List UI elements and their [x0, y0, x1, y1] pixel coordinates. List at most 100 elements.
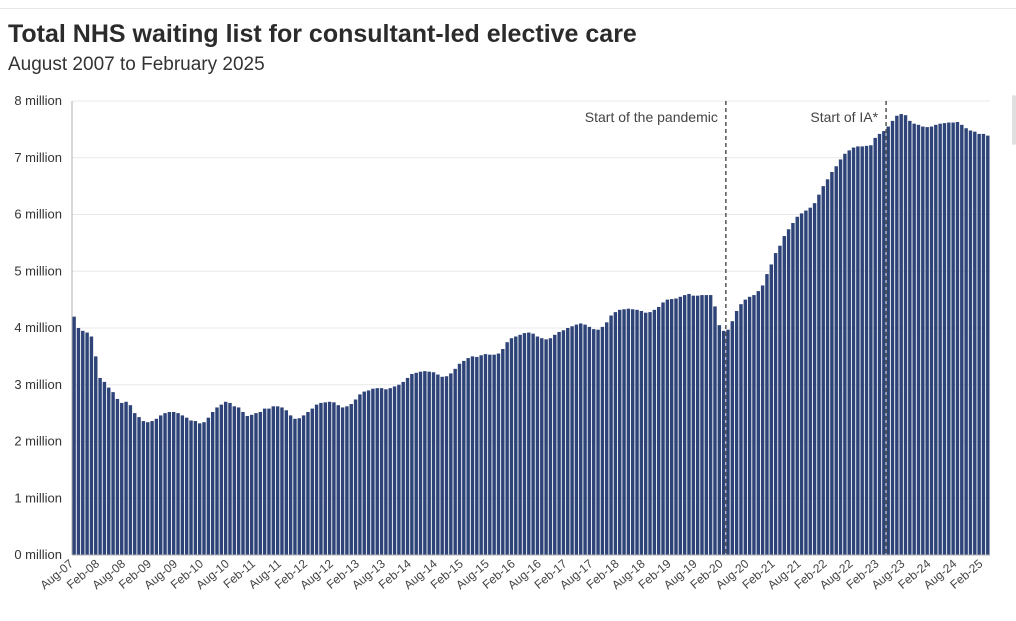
bar — [951, 122, 955, 555]
bar — [501, 348, 505, 555]
bar — [743, 299, 748, 555]
bar — [726, 329, 730, 555]
bar — [236, 407, 241, 555]
y-tick-label: 0 million — [14, 547, 62, 562]
bar — [600, 326, 605, 555]
scrollbar[interactable] — [1012, 95, 1016, 145]
bar — [747, 296, 752, 555]
bar — [531, 333, 535, 555]
bar — [332, 402, 336, 555]
bar — [903, 115, 908, 555]
bar — [479, 355, 483, 555]
bar — [704, 295, 709, 555]
bar — [929, 126, 934, 555]
bar — [336, 405, 340, 555]
bar — [691, 295, 696, 555]
bar — [912, 123, 916, 555]
bar — [436, 374, 440, 555]
bar — [799, 213, 804, 556]
bar — [444, 376, 449, 555]
bar — [72, 316, 76, 555]
bar — [695, 295, 700, 555]
bar — [821, 186, 825, 555]
y-tick-label: 5 million — [14, 263, 62, 278]
bar — [583, 324, 587, 555]
bar — [674, 298, 678, 555]
bar — [514, 336, 518, 555]
bar — [561, 330, 566, 555]
bar — [786, 229, 791, 555]
x-axis: Aug-07Feb-08Aug-08Feb-09Aug-09Feb-10Aug-… — [37, 554, 990, 592]
bar — [483, 354, 488, 555]
bar — [613, 312, 618, 555]
bar — [648, 312, 652, 555]
bar — [973, 131, 977, 555]
y-axis: 0 million 1 million 2 million 3 million 4 mi… — [14, 93, 73, 562]
bar — [462, 360, 466, 555]
bar — [410, 373, 414, 555]
bar — [782, 236, 786, 555]
bar — [626, 308, 631, 555]
bar-series — [72, 114, 990, 556]
bar — [553, 334, 557, 555]
bar — [700, 295, 704, 555]
bar — [245, 415, 250, 555]
y-tick-label: 8 million — [14, 93, 62, 108]
bar — [475, 356, 479, 555]
bar — [955, 121, 960, 555]
bar — [752, 295, 756, 555]
bar — [431, 372, 436, 555]
bar — [440, 376, 444, 555]
bar — [882, 131, 886, 555]
bar — [682, 295, 687, 555]
bar — [141, 421, 146, 555]
bar — [301, 415, 306, 555]
bar — [171, 411, 176, 555]
bar — [687, 293, 691, 555]
bar — [548, 338, 553, 555]
bar — [488, 354, 492, 555]
bar — [518, 334, 522, 555]
annotation-label: Start of IA* — [810, 109, 878, 125]
bar — [908, 120, 912, 556]
bar — [765, 274, 769, 555]
bar — [120, 402, 124, 555]
bar — [379, 388, 384, 555]
bar — [150, 421, 154, 555]
bar — [566, 328, 570, 555]
bar — [223, 401, 228, 555]
bar — [496, 353, 501, 555]
bar — [89, 336, 94, 555]
bar — [838, 159, 843, 555]
bar — [721, 330, 726, 555]
bar — [124, 401, 128, 555]
bar — [934, 124, 938, 556]
bar — [643, 312, 648, 555]
bar — [968, 130, 973, 555]
annotations: Start of the pandemic Start of IA* — [585, 101, 887, 555]
bar — [85, 332, 89, 555]
bar — [942, 123, 947, 555]
y-tick-label: 4 million — [14, 320, 62, 335]
bar — [605, 322, 609, 555]
bar — [128, 405, 133, 555]
bar — [916, 124, 921, 556]
bar — [453, 368, 457, 555]
bar — [661, 302, 665, 555]
bar — [708, 295, 713, 555]
bar — [730, 321, 735, 555]
bar — [358, 394, 362, 555]
bar — [466, 358, 470, 555]
y-tick-label: 6 million — [14, 207, 62, 222]
bar — [210, 411, 215, 555]
bar — [353, 399, 358, 555]
bar — [825, 179, 830, 555]
bar — [249, 414, 254, 555]
bar — [622, 309, 626, 555]
bar — [366, 390, 371, 555]
bar — [258, 411, 263, 555]
bar — [340, 407, 345, 555]
bar — [656, 307, 661, 555]
bar — [392, 386, 397, 555]
bar — [107, 387, 111, 555]
